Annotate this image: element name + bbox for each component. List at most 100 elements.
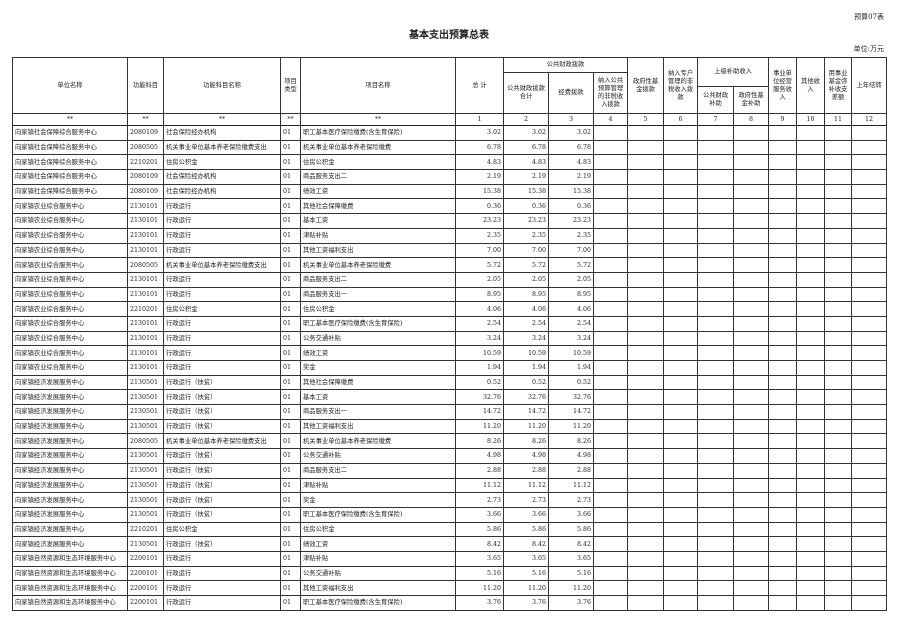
funding-cell: 2.19 [548,169,594,185]
empty-cell [824,315,853,332]
total-cell: 0.52 [455,374,504,391]
empty-cell [796,521,826,538]
header-func-code: 功能科目 [127,57,164,114]
func-code-cell: 2130501 [127,389,164,406]
empty-cell [824,169,853,185]
total-cell: 15.38 [455,183,504,200]
table-row: 向家镇社会保障综合服务中心 2080109 社会保险经办机构 01 商品服务支出二 2.1… [12,169,888,185]
proj-type-cell: 01 [280,433,301,450]
empty-cell [824,389,853,406]
proj-name-cell: 其他工资福利支出 [300,242,456,259]
table-row: 向家镇社会保障综合服务中心 2080109 社会保险经办机构 01 职工基本医疗保险缴费… [12,125,888,141]
empty-cell [824,492,853,508]
func-name-cell: 行政运行（扶贫） [163,462,281,479]
func-name-cell: 行政运行 [163,315,281,332]
proj-type-cell: 01 [280,550,301,567]
unit-name-cell: 向家镇经济发展服务中心 [12,521,128,538]
empty-cell [663,418,699,435]
empty-cell [851,448,888,464]
empty-cell [592,330,629,347]
unit-name-cell: 向家镇经济发展服务中心 [12,404,128,420]
table-row: 向家镇农业综合服务中心 2130101 行政运行 01 其他工资福利支出 7.00 7.00… [12,242,888,259]
empty-cell [824,154,853,171]
table-row: 向家镇经济发展服务中心 2210201 住房公积金 01 住房公积金 5.86 5.86 5.… [12,521,888,538]
empty-cell [851,462,888,479]
public-fin-total-cell: 4.83 [503,154,549,171]
public-fin-total-cell: 4.98 [503,448,549,464]
empty-cell [663,213,699,229]
empty-cell [824,565,853,582]
func-name-cell: 机关事业单位基本养老保险缴费支出 [163,433,281,450]
funding-cell: 3.65 [548,550,594,567]
empty-cell [697,125,735,141]
func-code-cell: 2130501 [127,477,164,494]
empty-cell [824,374,853,391]
empty-cell [627,227,665,244]
func-code-cell: 2130101 [127,227,164,244]
func-code-cell: 2130501 [127,536,164,552]
header-nontax-budget: 纳入公共预算管理的非税收入拨款 [592,72,629,114]
empty-cell [592,242,629,259]
empty-cell [592,286,629,303]
func-code-cell: 2200101 [127,565,164,582]
unit-name-cell: 向家镇经济发展服务中心 [12,477,128,494]
func-name-cell: 行政运行 [163,580,281,596]
unit-name-cell: 向家镇经济发展服务中心 [12,448,128,464]
empty-cell [796,315,826,332]
unit-name-cell: 向家镇经济发展服务中心 [12,536,128,552]
empty-cell [851,286,888,303]
public-fin-total-cell: 2.54 [503,315,549,332]
empty-cell [627,360,665,376]
table-row: 向家镇农业综合服务中心 2210201 住房公积金 01 住房公积金 4.06 4.06 4.… [12,301,888,317]
empty-cell [592,433,629,450]
empty-cell [733,536,770,552]
func-code-cell: 2130501 [127,374,164,391]
empty-cell [824,271,853,288]
index-cell: 10 [796,113,826,126]
funding-cell: 0.36 [548,198,594,215]
empty-cell [733,595,770,611]
empty-cell [697,183,735,200]
proj-type-cell: 01 [280,374,301,391]
empty-cell [592,521,629,538]
empty-cell [592,477,629,494]
total-cell: 23.23 [455,213,504,229]
public-fin-total-cell: 2.05 [503,271,549,288]
public-fin-total-cell: 3.65 [503,550,549,567]
empty-cell [733,139,770,156]
empty-cell [663,433,699,450]
proj-type-cell: 01 [280,360,301,376]
index-cell: 3 [548,113,594,126]
func-name-cell: 行政运行 [163,227,281,244]
funding-cell: 3.76 [548,595,594,611]
func-name-cell: 行政运行（扶贫） [163,448,281,464]
empty-cell [592,125,629,141]
empty-cell [824,183,853,200]
empty-cell [592,154,629,171]
empty-cell [663,154,699,171]
header-public-fin-total: 公共财政拨款合计 [503,72,549,114]
proj-type-cell: 01 [280,595,301,611]
empty-cell [627,492,665,508]
empty-cell [697,595,735,611]
empty-cell [627,213,665,229]
total-cell: 5.72 [455,257,504,273]
public-fin-total-cell: 2.73 [503,492,549,508]
empty-cell [733,213,770,229]
public-fin-total-cell: 4.06 [503,301,549,317]
empty-cell [824,580,853,596]
total-cell: 2.54 [455,315,504,332]
empty-cell [697,139,735,156]
total-cell: 2.05 [455,271,504,288]
func-name-cell: 行政运行 [163,242,281,259]
empty-cell [733,286,770,303]
empty-cell [663,389,699,406]
unit-name-cell: 向家镇社会保障综合服务中心 [12,125,128,141]
header-total: 总 计 [455,57,504,114]
table-row: 向家镇农业综合服务中心 2130101 行政运行 01 奖金 1.94 1.94 1.94 [12,360,888,376]
func-name-cell: 行政运行（扶贫） [163,477,281,494]
func-name-cell: 行政运行 [163,286,281,303]
empty-cell [768,404,798,420]
func-name-cell: 行政运行 [163,595,281,611]
empty-cell [824,227,853,244]
